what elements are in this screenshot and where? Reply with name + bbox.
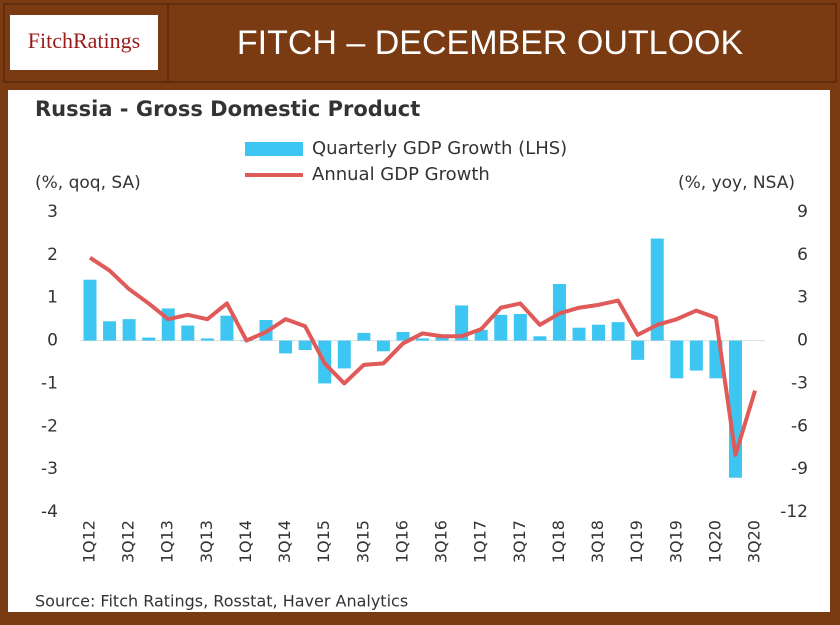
- x-tick-label: 3Q14: [275, 520, 294, 563]
- bar: [533, 336, 547, 341]
- bar: [572, 327, 586, 341]
- x-tick-label: 3Q16: [432, 520, 451, 563]
- bar: [474, 329, 488, 341]
- right-axis-label: (%, yoy, NSA): [678, 173, 795, 193]
- x-tick-label: 3Q18: [588, 520, 607, 563]
- y-tick-label: 1: [47, 288, 58, 308]
- bar: [142, 337, 156, 341]
- x-tick-label: 1Q13: [158, 520, 177, 563]
- bar: [357, 332, 371, 341]
- bar: [122, 319, 136, 341]
- x-tick-label: 1Q17: [471, 520, 490, 563]
- y2-tick-label: -9: [791, 459, 808, 479]
- y-tick-label: -3: [41, 459, 58, 479]
- legend-swatch: [245, 142, 303, 156]
- bar: [416, 338, 430, 341]
- chart-title: Russia - Gross Domestic Product: [35, 97, 420, 121]
- x-tick-label: 3Q12: [119, 520, 138, 563]
- title-frame: [167, 3, 837, 83]
- bar: [513, 314, 527, 341]
- x-tick-label: 1Q20: [705, 520, 724, 563]
- bar: [689, 340, 703, 371]
- bar: [298, 340, 312, 350]
- bar: [650, 238, 664, 341]
- bar: [670, 340, 684, 379]
- slide-title: FITCH – DECEMBER OUTLOOK: [237, 24, 744, 62]
- bar: [611, 322, 625, 341]
- x-tick-label: 3Q20: [745, 520, 764, 563]
- x-tick-label: 3Q13: [197, 520, 216, 563]
- x-tick-label: 3Q19: [666, 520, 685, 563]
- y-tick-label: -4: [41, 502, 58, 522]
- x-tick-label: 1Q16: [392, 520, 411, 563]
- logo-box: [10, 15, 158, 70]
- bar: [279, 340, 293, 354]
- y-tick-label: -1: [41, 373, 58, 393]
- legend-label: Annual GDP Growth: [312, 164, 490, 185]
- bar: [83, 279, 97, 341]
- bar: [435, 336, 449, 341]
- bar: [181, 325, 195, 341]
- bar: [376, 340, 390, 352]
- bar: [103, 321, 117, 341]
- y2-tick-label: -3: [791, 373, 808, 393]
- bar: [396, 332, 410, 341]
- x-tick-label: 1Q18: [549, 520, 568, 563]
- y2-tick-label: -12: [780, 502, 808, 522]
- x-tick-label: 1Q19: [627, 520, 646, 563]
- bar: [200, 338, 214, 341]
- x-tick-label: 3Q17: [510, 520, 529, 563]
- bar: [631, 340, 645, 360]
- y2-tick-label: -6: [791, 416, 808, 436]
- bar: [494, 314, 508, 341]
- bar: [592, 324, 606, 341]
- x-tick-label: 1Q15: [314, 520, 333, 563]
- y-tick-label: 0: [47, 331, 58, 351]
- line: [88, 256, 757, 457]
- source: Source: Fitch Ratings, Rosstat, Haver An…: [35, 592, 408, 611]
- y-tick-label: 2: [47, 245, 58, 265]
- x-tick-label: 1Q12: [80, 520, 99, 563]
- y2-tick-label: 9: [797, 202, 808, 222]
- bar: [337, 340, 351, 369]
- y-tick-label: -2: [41, 416, 58, 436]
- bar: [455, 305, 469, 341]
- x-tick-label: 3Q15: [353, 520, 372, 563]
- legend-label: Quarterly GDP Growth (LHS): [312, 138, 567, 159]
- x-tick-label: 1Q14: [236, 520, 255, 563]
- y2-tick-label: 3: [797, 288, 808, 308]
- left-axis-label: (%, qoq, SA): [35, 173, 141, 193]
- logo: FitchRatings: [28, 28, 140, 53]
- y-tick-label: 3: [47, 202, 58, 222]
- y2-tick-label: 0: [797, 331, 808, 351]
- bar: [220, 315, 234, 341]
- y2-tick-label: 6: [797, 245, 808, 265]
